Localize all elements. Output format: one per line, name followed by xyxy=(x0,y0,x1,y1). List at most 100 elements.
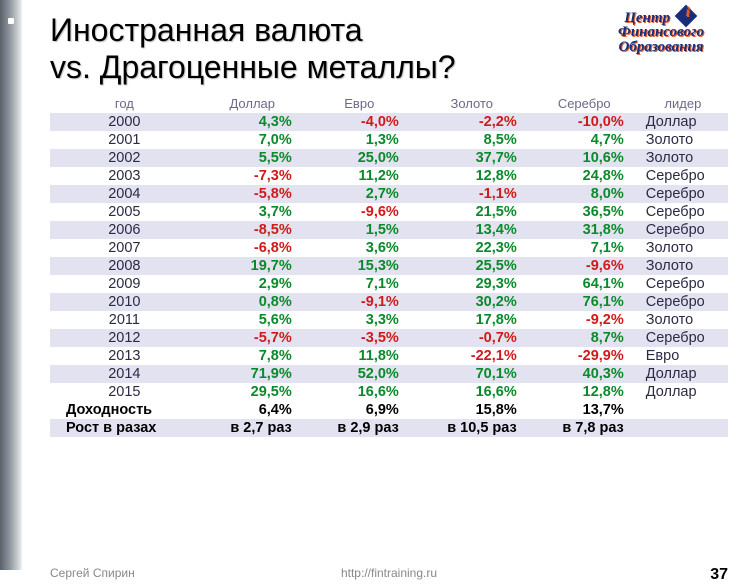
leader-cell: Серебро xyxy=(638,185,728,203)
table-row: 2003-7,3%11,2%12,8%24,8%Серебро xyxy=(50,167,728,185)
summary-label: Рост в разах xyxy=(50,419,199,437)
value-cell: -3,5% xyxy=(306,329,413,347)
year-cell: 2007 xyxy=(50,239,199,257)
left-accent-bar xyxy=(0,0,22,570)
table-header-cell: лидер xyxy=(638,94,728,113)
year-cell: 2014 xyxy=(50,365,199,383)
value-cell: 37,7% xyxy=(413,149,531,167)
value-cell: 0,8% xyxy=(199,293,306,311)
table-header-cell: Доллар xyxy=(199,94,306,113)
year-cell: 2000 xyxy=(50,113,199,131)
value-cell: -2,2% xyxy=(413,113,531,131)
value-cell: 3,6% xyxy=(306,239,413,257)
summary-value: в 7,8 раз xyxy=(531,419,638,437)
table-row: 20004,3%-4,0%-2,2%-10,0%Доллар xyxy=(50,113,728,131)
value-cell: 5,6% xyxy=(199,311,306,329)
value-cell: 7,0% xyxy=(199,131,306,149)
value-cell: 2,9% xyxy=(199,275,306,293)
value-cell: 31,8% xyxy=(531,221,638,239)
value-cell: -9,6% xyxy=(531,257,638,275)
value-cell: 8,7% xyxy=(531,329,638,347)
leader-cell: Серебро xyxy=(638,221,728,239)
value-cell: 21,5% xyxy=(413,203,531,221)
value-cell: 64,1% xyxy=(531,275,638,293)
value-cell: 16,6% xyxy=(306,383,413,401)
table-header-cell: Евро xyxy=(306,94,413,113)
value-cell: 36,5% xyxy=(531,203,638,221)
value-cell: 1,3% xyxy=(306,131,413,149)
value-cell: 11,2% xyxy=(306,167,413,185)
value-cell: -29,9% xyxy=(531,347,638,365)
summary-value: 6,4% xyxy=(199,401,306,419)
summary-empty xyxy=(638,401,728,419)
table-header-row: годДолларЕвроЗолотоСеребролидер xyxy=(50,94,728,113)
table-row: 2004-5,8%2,7%-1,1%8,0%Серебро xyxy=(50,185,728,203)
leader-cell: Серебро xyxy=(638,293,728,311)
value-cell: 4,3% xyxy=(199,113,306,131)
table-row: 201529,5%16,6%16,6%12,8%Доллар xyxy=(50,383,728,401)
summary-empty xyxy=(638,419,728,437)
value-cell: 8,5% xyxy=(413,131,531,149)
table-row: 200819,7%15,3%25,5%-9,6%Золото xyxy=(50,257,728,275)
leader-cell: Золото xyxy=(638,131,728,149)
leader-cell: Золото xyxy=(638,257,728,275)
leader-cell: Золото xyxy=(638,311,728,329)
leader-cell: Серебро xyxy=(638,167,728,185)
value-cell: 15,3% xyxy=(306,257,413,275)
table-row: 2006-8,5%1,5%13,4%31,8%Серебро xyxy=(50,221,728,239)
year-cell: 2003 xyxy=(50,167,199,185)
leader-cell: Доллар xyxy=(638,383,728,401)
value-cell: -5,8% xyxy=(199,185,306,203)
summary-value: в 2,9 раз xyxy=(306,419,413,437)
value-cell: -4,0% xyxy=(306,113,413,131)
value-cell: 25,0% xyxy=(306,149,413,167)
value-cell: 29,5% xyxy=(199,383,306,401)
leader-cell: Золото xyxy=(638,239,728,257)
value-cell: -6,8% xyxy=(199,239,306,257)
table-row: 20053,7%-9,6%21,5%36,5%Серебро xyxy=(50,203,728,221)
table-row: 201471,9%52,0%70,1%40,3%Доллар xyxy=(50,365,728,383)
value-cell: 70,1% xyxy=(413,365,531,383)
leader-cell: Серебро xyxy=(638,329,728,347)
summary-value: 13,7% xyxy=(531,401,638,419)
value-cell: -9,2% xyxy=(531,311,638,329)
value-cell: 13,4% xyxy=(413,221,531,239)
table-row: 20100,8%-9,1%30,2%76,1%Серебро xyxy=(50,293,728,311)
summary-value: в 10,5 раз xyxy=(413,419,531,437)
leader-cell: Золото xyxy=(638,149,728,167)
summary-value: в 2,7 раз xyxy=(199,419,306,437)
value-cell: 12,8% xyxy=(531,383,638,401)
summary-row: Доходность6,4%6,9%15,8%13,7% xyxy=(50,401,728,419)
year-cell: 2008 xyxy=(50,257,199,275)
value-cell: 30,2% xyxy=(413,293,531,311)
year-cell: 2013 xyxy=(50,347,199,365)
year-cell: 2012 xyxy=(50,329,199,347)
title-line-1: Иностранная валюта xyxy=(50,12,363,48)
table-row: 2007-6,8%3,6%22,3%7,1%Золото xyxy=(50,239,728,257)
value-cell: 7,8% xyxy=(199,347,306,365)
value-cell: -9,1% xyxy=(306,293,413,311)
year-cell: 2011 xyxy=(50,311,199,329)
table-row: 20025,5%25,0%37,7%10,6%Золото xyxy=(50,149,728,167)
slide-content: Центр Финансового Образования Иностранна… xyxy=(22,0,756,570)
value-cell: 7,1% xyxy=(306,275,413,293)
value-cell: 71,9% xyxy=(199,365,306,383)
title-line-2: vs. Драгоценные металлы? xyxy=(50,49,456,85)
value-cell: -22,1% xyxy=(413,347,531,365)
value-cell: 40,3% xyxy=(531,365,638,383)
value-cell: -1,1% xyxy=(413,185,531,203)
value-cell: -0,7% xyxy=(413,329,531,347)
summary-label: Доходность xyxy=(50,401,199,419)
year-cell: 2006 xyxy=(50,221,199,239)
year-cell: 2015 xyxy=(50,383,199,401)
footer-author: Сергей Спирин xyxy=(50,566,135,580)
value-cell: 3,7% xyxy=(199,203,306,221)
table-row: 20017,0%1,3%8,5%4,7%Золото xyxy=(50,131,728,149)
table-header-cell: Серебро xyxy=(531,94,638,113)
value-cell: 3,3% xyxy=(306,311,413,329)
value-cell: 22,3% xyxy=(413,239,531,257)
table-row: 2012-5,7%-3,5%-0,7%8,7%Серебро xyxy=(50,329,728,347)
summary-value: 15,8% xyxy=(413,401,531,419)
value-cell: 12,8% xyxy=(413,167,531,185)
logo: Центр Финансового Образования xyxy=(586,6,736,54)
